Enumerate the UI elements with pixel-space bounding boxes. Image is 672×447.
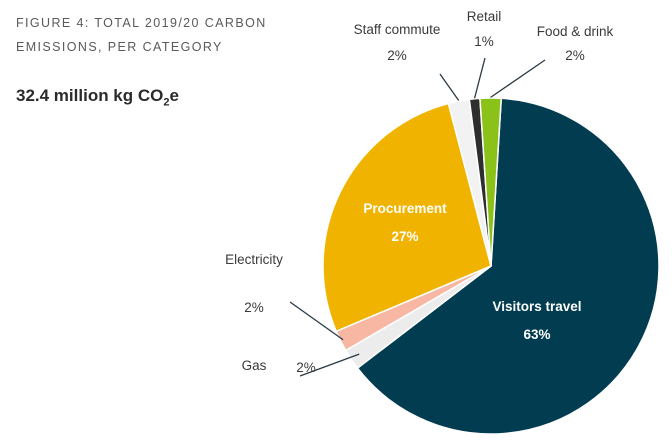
leader-line-staff-commute xyxy=(439,73,460,101)
pie-slice-visitors-travel xyxy=(356,97,660,435)
slice-value-procurement: 27% xyxy=(391,229,418,244)
slice-label-gas: Gas xyxy=(242,358,267,373)
chart-subtitle: 32.4 million kg CO2e xyxy=(16,86,179,108)
subtitle-subscript: 2 xyxy=(163,96,170,109)
slice-label-staff-commute: Staff commute xyxy=(354,22,441,37)
slice-value-retail: 1% xyxy=(474,34,494,49)
slice-value-visitors-travel: 63% xyxy=(523,327,550,342)
pie-slice-food-drink xyxy=(479,97,503,267)
slice-value-gas: 2% xyxy=(296,360,316,375)
leader-line-gas xyxy=(299,353,360,377)
leader-line-electricity xyxy=(289,301,344,341)
subtitle-tail: e xyxy=(169,86,179,105)
chart-title: FIGURE 4: TOTAL 2019/20 CARBON EMISSIONS… xyxy=(16,16,267,54)
slice-value-staff-commute: 2% xyxy=(387,48,407,63)
slice-label-retail: Retail xyxy=(467,9,502,24)
leader-line-food-drink xyxy=(490,59,546,98)
pie-slice-procurement xyxy=(322,102,492,333)
subtitle-main: 32.4 million kg CO xyxy=(16,86,164,105)
slice-label-electricity: Electricity xyxy=(225,252,283,267)
slice-label-food-drink: Food & drink xyxy=(537,24,614,39)
slice-value-food-drink: 2% xyxy=(565,48,585,63)
slice-label-procurement: Procurement xyxy=(363,201,447,216)
slice-value-electricity: 2% xyxy=(244,300,264,315)
leader-line-retail xyxy=(473,57,486,99)
slice-label-visitors-travel: Visitors travel xyxy=(492,299,581,314)
